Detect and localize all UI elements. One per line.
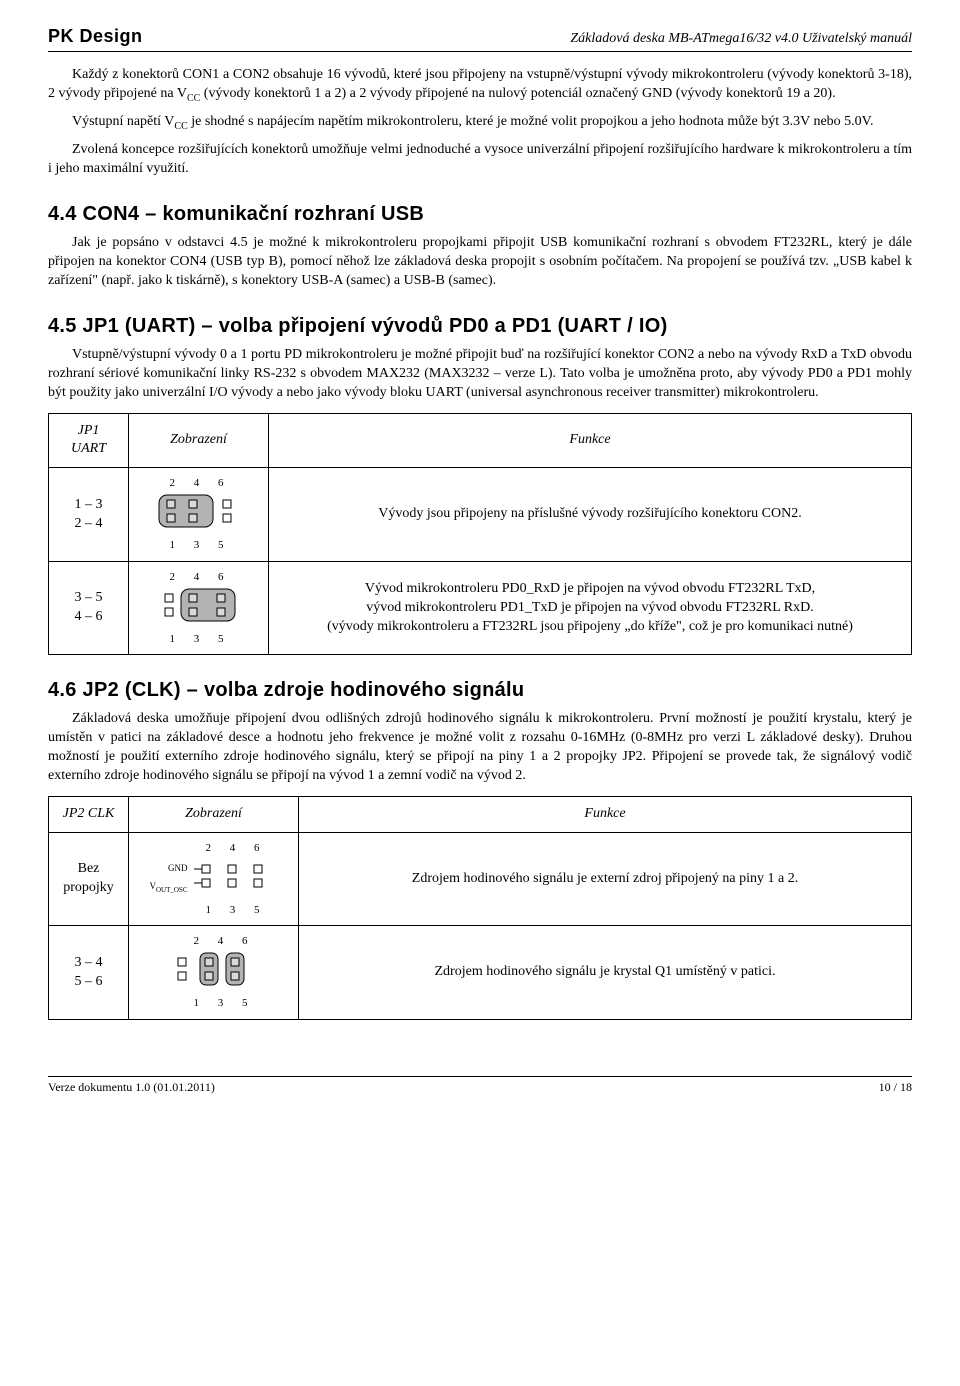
jp1-r1-diagram: 2 4 6 1 3 5 — [129, 468, 269, 562]
jp1-r2-svg — [157, 587, 241, 623]
jp2-r1-top-labels: 2 4 6 — [194, 841, 278, 856]
intro-p1b: (vývody konektorů 1 a 2) a 2 vývody přip… — [200, 86, 835, 101]
jp2-r1-pos: Bez propojky — [49, 832, 129, 926]
section-4-4-title: 4.4 CON4 – komunikační rozhraní USB — [48, 201, 912, 228]
intro-p1: Každý z konektorů CON1 a CON2 obsahuje 1… — [48, 66, 912, 105]
section-4-6-p1: Základová deska umožňuje připojení dvou … — [48, 710, 912, 786]
jp1-r2-top-labels: 2 4 6 — [139, 570, 258, 585]
jp2-table: JP2 CLK Zobrazení Funkce Bez propojky GN… — [48, 796, 912, 1020]
jp1-table: JP1 UART Zobrazení Funkce 1 – 3 2 – 4 2 … — [48, 413, 912, 656]
jp2-r2-top-labels: 2 4 6 — [139, 934, 288, 949]
jp2-r1-bot-labels: 1 3 5 — [194, 903, 278, 918]
page-footer: Verze dokumentu 1.0 (01.01.2011) 10 / 18 — [48, 1076, 912, 1095]
vcc-sub-1: CC — [187, 93, 200, 104]
section-4-6-title: 4.6 JP2 (CLK) – volba zdroje hodinového … — [48, 677, 912, 704]
jp2-r2-bot-labels: 1 3 5 — [139, 996, 288, 1011]
jp1-r1-svg — [157, 493, 241, 529]
brand-title: PK Design — [48, 24, 143, 48]
section-4-4-p1: Jak je popsáno v odstavci 4.5 je možné k… — [48, 234, 912, 291]
jp1-r2-func: Vývod mikrokontroleru PD0_RxD je připoje… — [269, 561, 912, 655]
doc-header: PK Design Základová deska MB-ATmega16/32… — [48, 24, 912, 52]
intro-p3: Zvolená koncepce rozšiřujících konektorů… — [48, 141, 912, 179]
jp1-r2-bot-labels: 1 3 5 — [139, 632, 258, 647]
intro-p2b: je shodné s napájecím napětím mikrokontr… — [188, 114, 874, 129]
jp2-r2-pos: 3 – 4 5 – 6 — [49, 926, 129, 1020]
jp1-h2: Funkce — [269, 413, 912, 468]
jp1-r2-diagram: 2 4 6 1 3 5 — [129, 561, 269, 655]
jp2-r1-svg — [194, 858, 278, 894]
intro-p2a: Výstupní napětí V — [72, 114, 174, 129]
jp1-r1-pos: 1 – 3 2 – 4 — [49, 468, 129, 562]
vcc-sub-2: CC — [174, 121, 187, 132]
jp1-r1-bot-labels: 1 3 5 — [139, 538, 258, 553]
jp2-r1-side-top: GND — [149, 864, 187, 874]
jp2-r2-func: Zdrojem hodinového signálu je krystal Q1… — [299, 926, 912, 1020]
jp1-r2-pos: 3 – 5 4 – 6 — [49, 561, 129, 655]
footer-right: 10 / 18 — [879, 1079, 912, 1095]
jp2-r2-diagram: 2 4 6 1 3 5 — [129, 926, 299, 1020]
jp1-r1-func: Vývody jsou připojeny na příslušné vývod… — [269, 468, 912, 562]
section-4-5-p1: Vstupně/výstupní vývody 0 a 1 portu PD m… — [48, 346, 912, 403]
jp2-r2-svg — [164, 951, 264, 987]
jp2-r1-func: Zdrojem hodinového signálu je externí zd… — [299, 832, 912, 926]
jp2-h0: JP2 CLK — [49, 797, 129, 833]
doc-subtitle: Základová deska MB-ATmega16/32 v4.0 Uživ… — [570, 30, 912, 49]
jp2-r1-side-bot: VOUT_OSC — [149, 882, 187, 894]
jp1-r1-top-labels: 2 4 6 — [139, 476, 258, 491]
section-4-5-title: 4.5 JP1 (UART) – volba připojení vývodů … — [48, 313, 912, 340]
footer-left: Verze dokumentu 1.0 (01.01.2011) — [48, 1079, 215, 1095]
jp1-h0: JP1 UART — [49, 413, 129, 468]
jp2-h2: Funkce — [299, 797, 912, 833]
jp2-r1-side-labels: GND VOUT_OSC — [149, 864, 189, 894]
jp2-h1: Zobrazení — [129, 797, 299, 833]
intro-p2: Výstupní napětí VCC je shodné s napájecí… — [48, 113, 912, 133]
jp1-h1: Zobrazení — [129, 413, 269, 468]
jp2-r1-diagram: GND VOUT_OSC 2 4 6 — [129, 832, 299, 926]
